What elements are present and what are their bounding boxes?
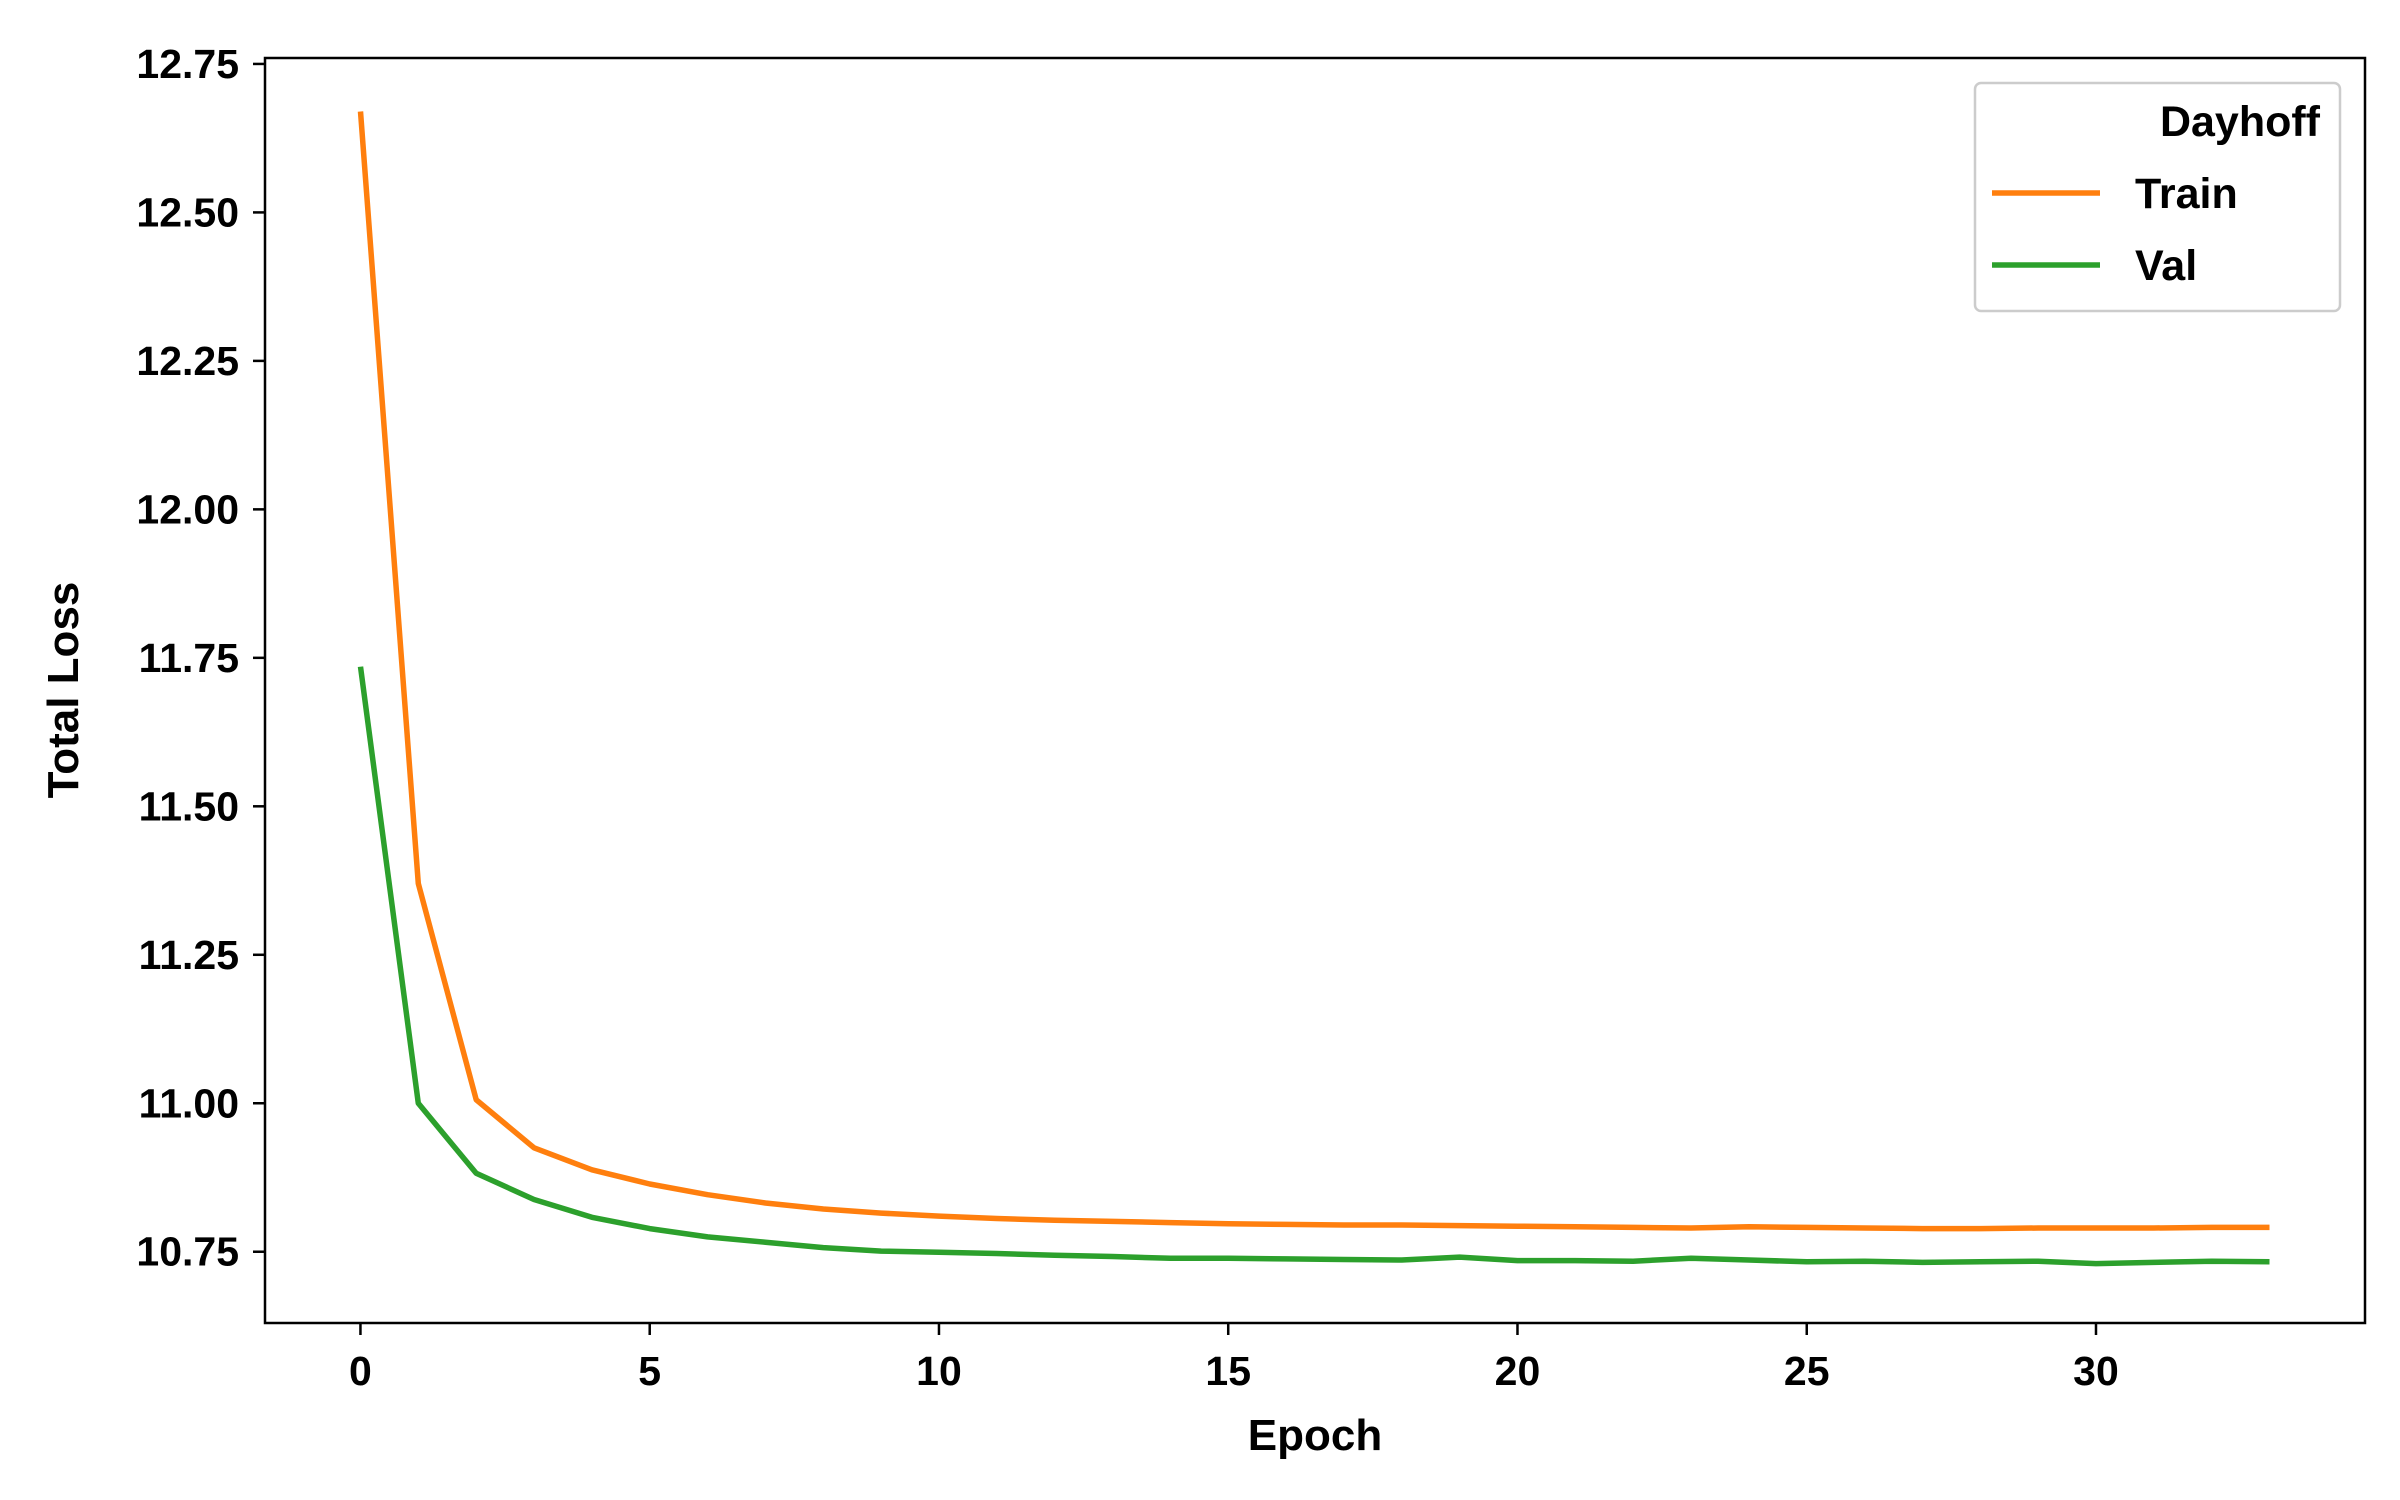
series-layer xyxy=(357,111,2270,1267)
y-axis-title: Total Loss xyxy=(39,582,88,799)
x-axis: 0 5 10 15 20 25 30 xyxy=(349,1323,2119,1394)
x-tick-label: 15 xyxy=(1205,1348,1251,1394)
x-tick-label: 5 xyxy=(638,1348,661,1394)
x-tick-label: 20 xyxy=(1495,1348,1541,1394)
x-tick-label: 25 xyxy=(1784,1348,1830,1394)
plot-frame xyxy=(263,56,2367,1325)
legend-label-val: Val xyxy=(2135,242,2197,290)
y-tick-label: 10.75 xyxy=(136,1229,239,1275)
x-tick-label: 10 xyxy=(916,1348,962,1394)
plot-area xyxy=(263,56,2367,1325)
y-axis: 10.75 11.00 11.25 11.50 11.75 12.00 12.25 12.50… xyxy=(136,41,265,1275)
legend-box xyxy=(1973,81,2342,313)
x-tick-label: 0 xyxy=(349,1348,372,1394)
legend: Dayhoff Train Val xyxy=(1973,81,2342,313)
legend-entries: Train Val xyxy=(1992,170,2238,290)
y-tick-label: 11.75 xyxy=(139,635,239,681)
legend-label-train: Train xyxy=(2135,170,2238,218)
y-tick-label: 12.00 xyxy=(136,486,239,532)
y-tick-label: 11.25 xyxy=(139,932,239,978)
x-axis-title: Epoch xyxy=(1248,1411,1382,1460)
legend-title: Dayhoff xyxy=(2160,98,2321,146)
series-line-train xyxy=(357,111,2270,1232)
series-line-val xyxy=(357,666,2270,1267)
y-tick-label: 11.00 xyxy=(139,1080,239,1126)
y-tick-label: 11.50 xyxy=(139,783,239,829)
y-tick-label: 12.75 xyxy=(136,41,239,87)
y-tick-label: 12.25 xyxy=(136,338,239,384)
y-tick-label: 12.50 xyxy=(136,189,239,235)
x-tick-label: 30 xyxy=(2073,1348,2119,1394)
